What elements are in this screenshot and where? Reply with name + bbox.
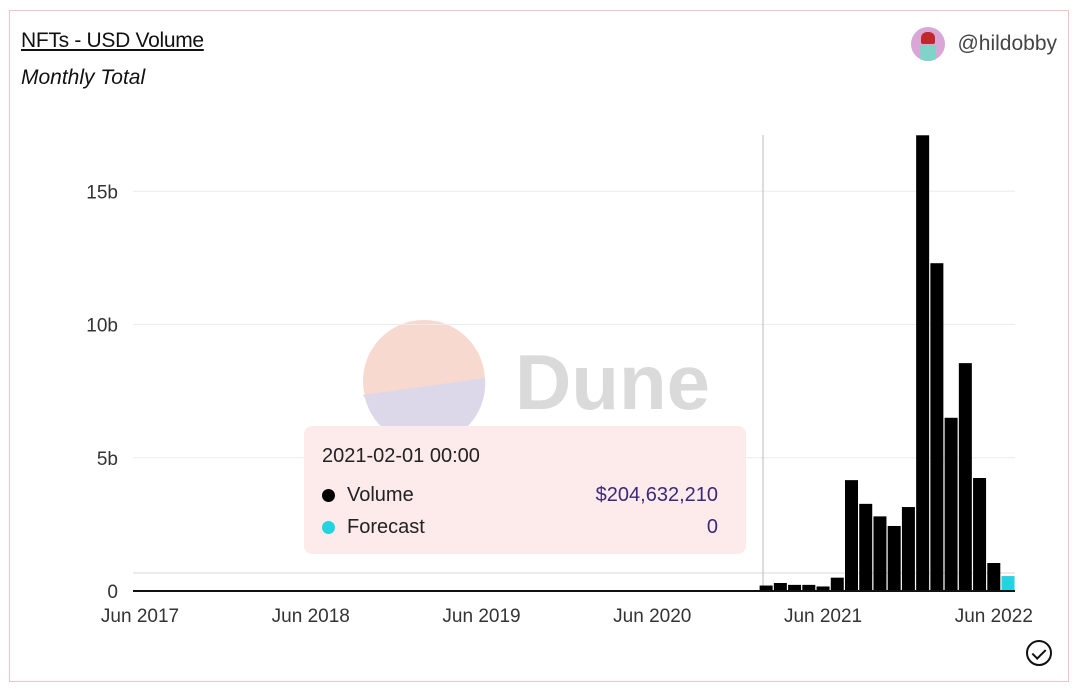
x-tick-label: Jun 2018	[272, 606, 350, 627]
bar-volume	[901, 507, 915, 591]
chart-title[interactable]: NFTs - USD Volume	[21, 29, 204, 52]
volume-dot-icon	[322, 489, 335, 502]
tooltip-label: Forecast	[347, 516, 425, 538]
avatar	[911, 27, 946, 61]
author-name: @hildobby	[957, 32, 1057, 55]
bar-volume	[873, 516, 887, 591]
y-tick-label: 10b	[86, 316, 118, 337]
x-tick-label: Jun 2017	[101, 606, 179, 627]
author-link[interactable]: @hildobby	[911, 27, 1057, 61]
svg-text:Dune: Dune	[515, 338, 710, 426]
bar-volume	[788, 584, 802, 591]
bar-volume	[859, 503, 873, 591]
bar-volume	[944, 417, 958, 591]
bar-volume	[887, 525, 901, 591]
tooltip-row-forecast: Forecast 0	[322, 516, 718, 539]
chart-subtitle: Monthly Total	[21, 66, 146, 89]
bar-volume	[916, 135, 930, 591]
chart-card	[9, 10, 1069, 682]
tooltip-label: Volume	[347, 484, 414, 506]
x-tick-label: Jun 2019	[442, 606, 520, 627]
bar-volume	[816, 586, 830, 591]
check-circle-icon[interactable]	[1026, 640, 1052, 666]
bar-volume	[845, 480, 858, 591]
dune-watermark: Dune	[363, 320, 710, 445]
tooltip-row-volume: Volume $204,632,210	[322, 484, 718, 507]
x-tick-label: Jun 2020	[613, 606, 691, 627]
bar-volume	[830, 577, 844, 591]
forecast-dot-icon	[322, 521, 335, 534]
y-tick-label: 0	[107, 582, 118, 603]
bar-volume	[802, 584, 816, 591]
bar-volume	[759, 585, 773, 591]
tooltip-date: 2021-02-01 00:00	[322, 445, 480, 467]
bar-volume	[973, 478, 987, 591]
x-tick-label: Jun 2021	[784, 606, 862, 627]
bar-volume	[930, 263, 944, 591]
bar-volume	[958, 363, 972, 591]
y-tick-label: 15b	[86, 182, 118, 203]
y-tick-label: 5b	[97, 449, 118, 470]
tooltip-value: 0	[706, 516, 718, 538]
x-tick-label: Jun 2022	[955, 606, 1033, 627]
tooltip-value: $204,632,210	[595, 484, 718, 506]
bar-volume	[987, 563, 1001, 591]
bar-forecast	[1001, 576, 1015, 591]
tooltip: 2021-02-01 00:00 Volume $204,632,210 For…	[304, 426, 746, 554]
bar-volume	[773, 583, 787, 591]
